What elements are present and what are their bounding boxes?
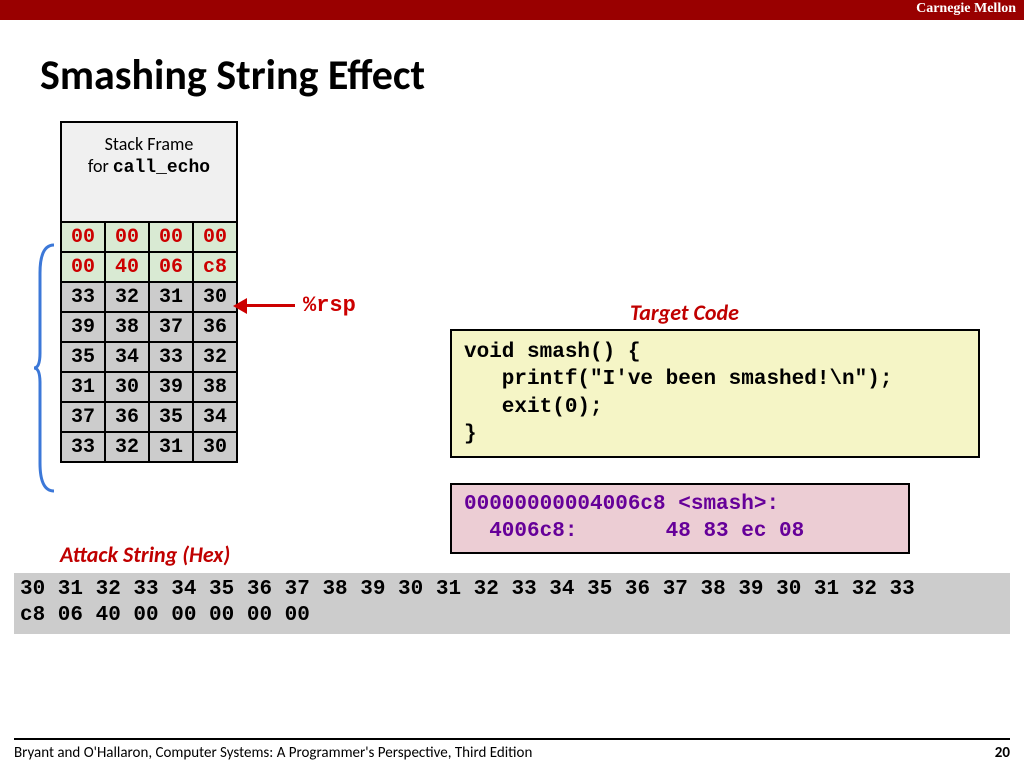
stack-frame-table: Stack Frame for call_echo 00000000004006… <box>60 121 238 463</box>
stack-cell: 38 <box>105 312 149 342</box>
stack-cell: 39 <box>149 372 193 402</box>
page-number: 20 <box>995 744 1010 762</box>
stack-cell: 36 <box>193 312 237 342</box>
rsp-pointer: %rsp <box>245 293 356 318</box>
slide-title: Smashing String Effect <box>40 50 1024 101</box>
rsp-label: %rsp <box>303 293 356 318</box>
stack-cell: 31 <box>61 372 105 402</box>
stack-cell: 00 <box>61 252 105 282</box>
frame-label-for: for <box>88 155 113 177</box>
stack-cell: 30 <box>105 372 149 402</box>
stack-cell: 00 <box>105 222 149 252</box>
stack-cell: 33 <box>61 282 105 312</box>
stack-cell: 36 <box>105 402 149 432</box>
stack-cell: 40 <box>105 252 149 282</box>
arrow-head-icon <box>233 298 247 314</box>
org-label: Carnegie Mellon <box>916 1 1016 17</box>
stack-frame-header: Stack Frame for call_echo <box>61 122 237 222</box>
stack-cell: 30 <box>193 282 237 312</box>
footer: Bryant and O'Hallaron, Computer Systems:… <box>14 738 1010 762</box>
frame-label-func: call_echo <box>113 158 210 178</box>
stack-cell: 33 <box>149 342 193 372</box>
stack-cell: 00 <box>193 222 237 252</box>
stack-cell: 34 <box>193 402 237 432</box>
stack-cell: 31 <box>149 282 193 312</box>
target-code-box: void smash() { printf("I've been smashed… <box>450 329 980 458</box>
stack-cell: 35 <box>149 402 193 432</box>
stack-cell: 32 <box>105 432 149 462</box>
stack-cell: 00 <box>149 222 193 252</box>
stack-cell: 35 <box>61 342 105 372</box>
stack-cell: 37 <box>149 312 193 342</box>
frame-label-line1: Stack Frame <box>105 133 194 155</box>
content-area: Stack Frame for call_echo 00000000004006… <box>0 101 1024 741</box>
stack-cell: 32 <box>105 282 149 312</box>
stack-cell: 06 <box>149 252 193 282</box>
asm-box: 00000000004006c8 <smash>: 4006c8: 48 83 … <box>450 483 910 554</box>
stack-cell: 33 <box>61 432 105 462</box>
stack-cell: 37 <box>61 402 105 432</box>
stack-cell: 00 <box>61 222 105 252</box>
arrow-line-icon <box>245 304 295 307</box>
stack-cell: 34 <box>105 342 149 372</box>
footer-citation: Bryant and O'Hallaron, Computer Systems:… <box>14 744 532 762</box>
stack-cell: 30 <box>193 432 237 462</box>
top-bar: Carnegie Mellon <box>0 0 1024 20</box>
stack-cell: 39 <box>61 312 105 342</box>
brace-icon <box>32 243 58 493</box>
stack-cell: 31 <box>149 432 193 462</box>
stack-cell: 38 <box>193 372 237 402</box>
stack-cell: 32 <box>193 342 237 372</box>
attack-string-box: 30 31 32 33 34 35 36 37 38 39 30 31 32 3… <box>14 573 1010 634</box>
attack-string-label: Attack String (Hex) <box>60 541 230 568</box>
target-code-label: Target Code <box>630 299 739 326</box>
stack-cell: c8 <box>193 252 237 282</box>
